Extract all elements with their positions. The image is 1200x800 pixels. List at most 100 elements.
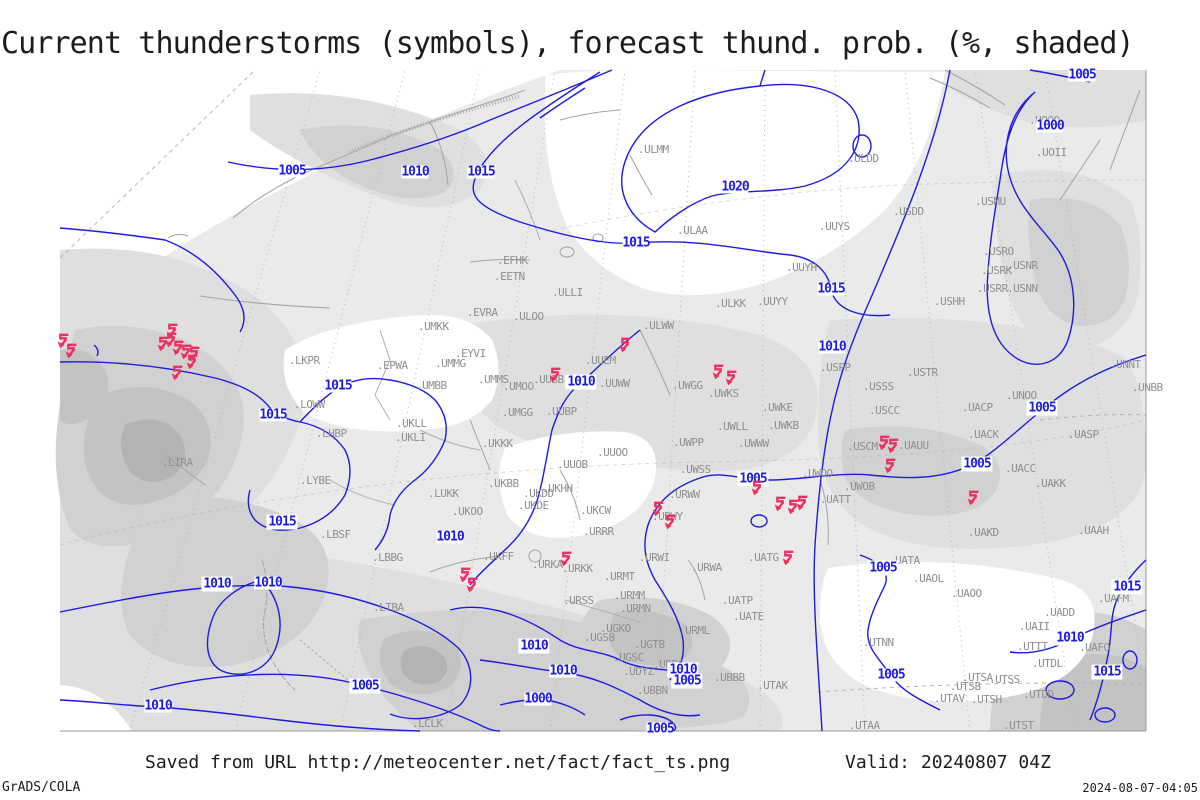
station-label: .UMBB bbox=[416, 378, 447, 392]
station-label: .USRO bbox=[983, 244, 1014, 258]
thunderstorm-symbol bbox=[164, 332, 178, 348]
isobar-label: 1000 bbox=[524, 691, 553, 707]
station-label: .UAUU bbox=[898, 438, 929, 452]
station-label: .UACK bbox=[968, 427, 999, 441]
isobar-label: 1015 bbox=[1111, 579, 1143, 595]
station-label: .USRK bbox=[981, 263, 1012, 277]
station-label: .UUOB bbox=[557, 457, 588, 471]
isobar-label: 1015 bbox=[622, 235, 651, 251]
station-label: .UAFO bbox=[1079, 640, 1110, 654]
station-label: .LKPR bbox=[289, 353, 320, 367]
station-label: .UBBN bbox=[637, 683, 668, 697]
isobar-label: 1005 bbox=[1068, 67, 1097, 83]
station-label: .URWA bbox=[691, 560, 722, 574]
station-label: .USTR bbox=[907, 365, 938, 379]
station-label: .USCC bbox=[869, 403, 900, 417]
isobar-label: 1005 bbox=[646, 721, 675, 737]
timestamp: 2024-08-07-04:05 bbox=[1082, 781, 1198, 795]
station-label: .EETN bbox=[494, 269, 525, 283]
isobar-label: 1005 bbox=[961, 456, 993, 472]
station-label: .UATT bbox=[820, 492, 851, 506]
thunderstorm-symbol bbox=[170, 365, 184, 381]
station-label: .UAOL bbox=[913, 571, 944, 585]
station-label: .LBSF bbox=[320, 527, 351, 541]
station-label: .URKK bbox=[562, 561, 593, 575]
station-label: .USCM bbox=[847, 439, 878, 453]
station-label: .ULLI bbox=[552, 285, 583, 299]
graticule-layer bbox=[59, 69, 1147, 732]
thunderstorm-symbol bbox=[171, 340, 185, 356]
station-label: .UTDL bbox=[1032, 656, 1063, 670]
thunderstorm-symbol bbox=[711, 364, 725, 380]
station-label: .UUWW bbox=[599, 376, 630, 390]
station-label: .UWWW bbox=[738, 436, 769, 450]
station-label: .LHBP bbox=[316, 426, 347, 440]
station-label: .UTTT bbox=[1017, 639, 1048, 653]
isobar-label: 1010 bbox=[1054, 630, 1086, 646]
station-label: .UUYH bbox=[786, 260, 817, 274]
station-label: .USMU bbox=[975, 194, 1006, 208]
station-label: .UAAH bbox=[1078, 523, 1109, 537]
station-label: .UWLL bbox=[717, 419, 748, 433]
isobar-label: 1005 bbox=[867, 560, 899, 576]
thunderstorm-symbol bbox=[795, 495, 809, 511]
station-label: .UGTB bbox=[634, 637, 665, 651]
isobar-label: 1015 bbox=[1091, 664, 1123, 680]
isobar-label: 1005 bbox=[349, 678, 381, 694]
station-label: .USPP bbox=[820, 360, 851, 374]
isobar-label: 1010 bbox=[401, 164, 430, 180]
isobar-label: 1010 bbox=[518, 638, 550, 654]
station-label: .UTAV bbox=[934, 691, 965, 705]
station-label: .UAOO bbox=[951, 586, 982, 600]
station-label: .UKFF bbox=[483, 549, 514, 563]
thunderstorm-symbol bbox=[883, 458, 897, 474]
station-label: .ULAA bbox=[677, 223, 708, 237]
station-label: .UKDD bbox=[523, 486, 554, 500]
thunderstorm-symbol bbox=[618, 337, 632, 353]
station-label: .UACP bbox=[962, 400, 993, 414]
station-label: .UUYS bbox=[819, 219, 850, 233]
station-label: .UWGG bbox=[672, 378, 703, 392]
station-label: .UATE bbox=[733, 609, 764, 623]
station-label: .UKLI bbox=[395, 430, 426, 444]
station-label: .USNR bbox=[1007, 258, 1038, 272]
station-label: .UMGG bbox=[502, 405, 533, 419]
isobar-label: 1005 bbox=[278, 163, 307, 179]
station-label: .USRR bbox=[977, 281, 1008, 295]
station-label: .UGSC bbox=[613, 650, 644, 664]
station-label: .UNBB bbox=[1132, 380, 1163, 394]
isobar-label: 1015 bbox=[259, 407, 288, 423]
station-label: .LTBA bbox=[373, 600, 404, 614]
station-label: .UAKK bbox=[1035, 476, 1066, 490]
station-label: .UGSB bbox=[584, 630, 615, 644]
isobar-label: 1010 bbox=[818, 339, 847, 355]
station-label: .URMN bbox=[620, 601, 651, 615]
isobar-label: 1005 bbox=[1026, 400, 1058, 416]
station-label: .UAFM bbox=[1098, 591, 1129, 605]
isobar-label: 1015 bbox=[324, 378, 353, 394]
station-label: .UWSS bbox=[680, 462, 711, 476]
station-label: .UNNT bbox=[1110, 357, 1141, 371]
grads-credit: GrADS/COLA bbox=[2, 780, 81, 795]
station-label: .UWKE bbox=[762, 400, 793, 414]
station-label: .URWI bbox=[639, 550, 670, 564]
station-label: .UWKS bbox=[708, 386, 739, 400]
station-label: .UBBB bbox=[714, 670, 745, 684]
station-label: .UTSB bbox=[950, 679, 981, 693]
map-title: Current thunderstorms (symbols), forecas… bbox=[1, 26, 1135, 61]
thunderstorm-symbol bbox=[179, 344, 193, 360]
station-label: .UTAA bbox=[849, 718, 880, 732]
station-label: .UDYZ bbox=[623, 664, 654, 678]
thunderstorm-symbol bbox=[781, 550, 795, 566]
station-label: .ULWW bbox=[643, 318, 674, 332]
station-label: .UATG bbox=[748, 550, 779, 564]
station-label: .UAII bbox=[1019, 619, 1050, 633]
station-label: .UUOO bbox=[597, 445, 628, 459]
station-label: .UKKK bbox=[482, 436, 513, 450]
isobar-layer bbox=[59, 69, 1147, 732]
station-label: .UTNN bbox=[863, 635, 894, 649]
station-label: .LIRA bbox=[162, 455, 193, 469]
station-label: .USHH bbox=[934, 294, 965, 308]
isobar-label: 1000 bbox=[1036, 118, 1065, 134]
